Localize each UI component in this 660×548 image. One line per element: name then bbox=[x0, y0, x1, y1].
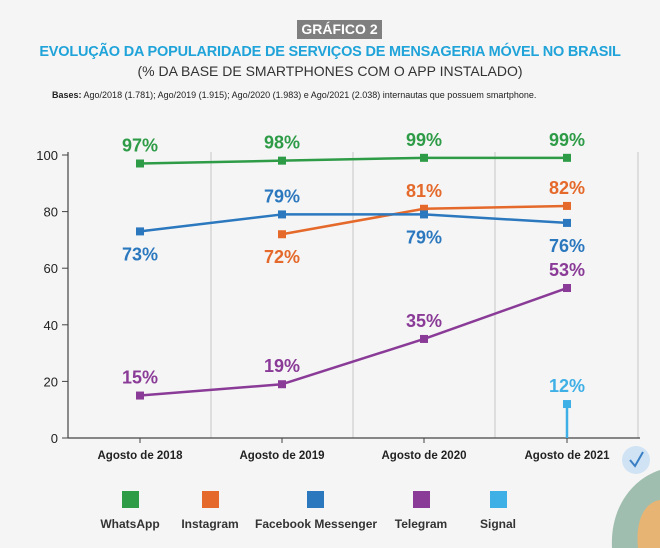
series-line-facebook-messenger bbox=[139, 213, 568, 233]
x-tick-label: Agosto de 2021 bbox=[525, 450, 611, 462]
line-chart: 0 20 40 60 80 100 Agosto de 2018 Agosto de 2019… bbox=[36, 130, 640, 462]
data-point-instagram bbox=[420, 204, 428, 213]
data-label-facebook-messenger: 79% bbox=[264, 186, 300, 206]
data-point-facebook-messenger bbox=[420, 210, 428, 219]
data-label-whatsapp: 97% bbox=[122, 135, 158, 155]
data-label-instagram: 81% bbox=[406, 181, 442, 201]
data-point-instagram bbox=[278, 230, 286, 239]
y-tick-label: 100 bbox=[36, 148, 58, 163]
data-label-telegram: 15% bbox=[122, 368, 158, 388]
y-tick-label: 80 bbox=[44, 205, 58, 220]
data-label-whatsapp: 99% bbox=[549, 130, 585, 150]
legend-label: Instagram bbox=[181, 517, 239, 531]
data-label-telegram: 35% bbox=[406, 311, 442, 331]
legend-label: Telegram bbox=[394, 517, 448, 531]
legend-item: Telegram bbox=[361, 490, 481, 531]
bases-text: Ago/2018 (1.781); Ago/2019 (1.915); Ago/… bbox=[81, 90, 537, 100]
x-tick-label: Agosto de 2019 bbox=[240, 450, 325, 462]
y-tick-label: 60 bbox=[44, 261, 58, 276]
data-point-facebook-messenger bbox=[278, 210, 286, 219]
data-point-whatsapp bbox=[420, 153, 428, 162]
data-label-facebook-messenger: 76% bbox=[549, 236, 585, 256]
data-point-signal bbox=[563, 400, 571, 409]
data-point-instagram bbox=[563, 201, 571, 210]
chart-legend: WhatsApp Instagram Facebook Messenger Teleg… bbox=[0, 490, 660, 540]
legend-swatch bbox=[489, 491, 507, 508]
y-tick-label: 40 bbox=[44, 318, 58, 333]
data-point-whatsapp bbox=[563, 153, 571, 162]
data-label-whatsapp: 98% bbox=[264, 133, 300, 153]
data-label-whatsapp: 99% bbox=[406, 130, 442, 150]
legend-label: WhatsApp bbox=[100, 517, 160, 531]
y-tick-label: 20 bbox=[44, 374, 58, 389]
data-point-facebook-messenger bbox=[563, 218, 571, 227]
data-label-signal: 12% bbox=[549, 376, 585, 396]
x-tick-label: Agosto de 2020 bbox=[382, 450, 467, 462]
data-label-telegram: 53% bbox=[549, 260, 585, 280]
y-tick-label: 0 bbox=[51, 431, 58, 446]
data-label-facebook-messenger: 73% bbox=[122, 244, 158, 264]
x-tick-label: Agosto de 2018 bbox=[98, 450, 184, 462]
data-label-telegram: 19% bbox=[264, 356, 300, 376]
chart-title: EVOLUÇÃO DA POPULARIDADE DE SERVIÇOS DE … bbox=[39, 44, 621, 60]
bases-label: Bases: bbox=[52, 90, 82, 100]
series-line-whatsapp bbox=[139, 156, 567, 165]
legend-swatch bbox=[121, 491, 139, 508]
legend-swatch bbox=[201, 491, 219, 508]
data-point-whatsapp bbox=[278, 156, 286, 165]
legend-label: Signal bbox=[479, 517, 516, 531]
data-point-whatsapp bbox=[136, 159, 144, 168]
data-point-facebook-messenger bbox=[136, 227, 144, 236]
legend-item: WhatsApp bbox=[70, 490, 190, 531]
series-line-telegram bbox=[139, 286, 568, 397]
legend-swatch bbox=[306, 491, 324, 508]
data-label-instagram: 72% bbox=[264, 247, 300, 267]
leaf-decoration bbox=[611, 446, 660, 548]
data-point-telegram bbox=[136, 391, 144, 400]
legend-item: Instagram bbox=[150, 490, 270, 531]
legend-label: Facebook Messenger bbox=[255, 517, 378, 531]
data-label-facebook-messenger: 79% bbox=[406, 227, 442, 247]
data-point-telegram bbox=[278, 380, 286, 389]
chart-badge: GRÁFICO 2 bbox=[297, 20, 382, 39]
legend-item: Facebook Messenger bbox=[255, 490, 378, 531]
data-point-telegram bbox=[420, 334, 428, 343]
legend-item: Signal bbox=[438, 490, 558, 531]
data-point-telegram bbox=[563, 284, 571, 293]
legend-swatch bbox=[412, 491, 430, 508]
data-label-instagram: 82% bbox=[549, 178, 585, 198]
chart-subtitle: (% DA BASE DE SMARTPHONES COM O APP INST… bbox=[137, 63, 523, 79]
bases-note: Bases: Ago/2018 (1.781); Ago/2019 (1.915… bbox=[52, 90, 536, 100]
